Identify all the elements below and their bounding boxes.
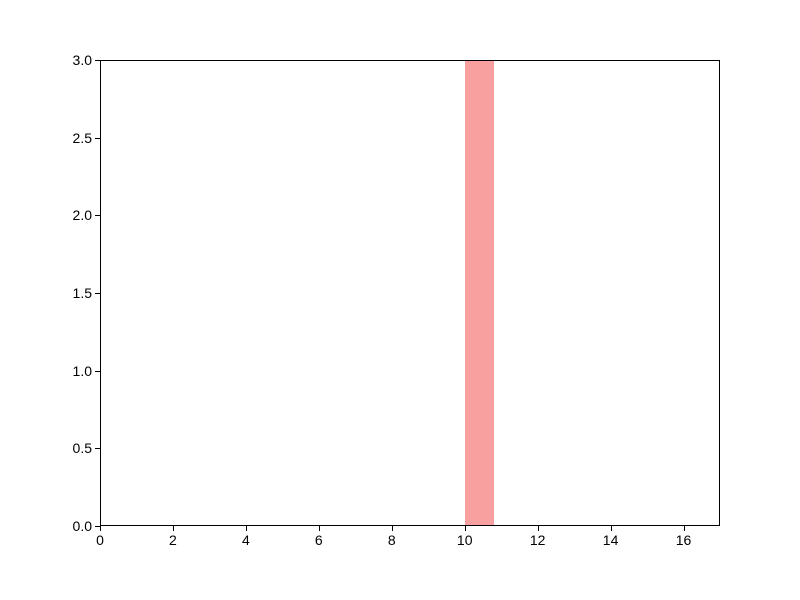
y-tick [95,448,100,449]
x-tick-label: 10 [457,532,473,548]
x-tick-label: 8 [388,532,396,548]
x-tick [684,526,685,531]
x-tick [319,526,320,531]
x-tick-label: 4 [242,532,250,548]
x-tick [246,526,247,531]
y-tick [95,371,100,372]
y-tick-label: 1.5 [73,285,92,301]
x-tick [173,526,174,531]
x-tick [465,526,466,531]
y-tick [95,60,100,61]
x-tick [392,526,393,531]
y-tick [95,215,100,216]
figure: 0 2 4 6 8 10 12 14 16 0.0 0.5 1.0 1.5 2.0 2.5 3.0 [0,0,800,600]
y-tick [95,293,100,294]
y-tick [95,526,100,527]
x-tick [538,526,539,531]
y-tick-label: 3.0 [73,52,92,68]
y-tick-label: 0.0 [73,518,92,534]
x-tick-label: 2 [169,532,177,548]
y-tick-label: 1.0 [73,363,92,379]
y-tick [95,138,100,139]
y-tick-label: 0.5 [73,440,92,456]
x-tick-label: 16 [676,532,692,548]
chart-axes: 0246810121416 0.00.51.01.52.02.53.0 [100,60,720,526]
x-tick [100,526,101,531]
x-tick-label: 12 [530,532,546,548]
x-tick [611,526,612,531]
x-tick-label: 14 [603,532,619,548]
y-tick-label: 2.0 [73,207,92,223]
bar [465,60,494,526]
x-tick-label: 6 [315,532,323,548]
axes-border [100,60,720,526]
x-tick-label: 0 [96,532,104,548]
y-tick-label: 2.5 [73,130,92,146]
